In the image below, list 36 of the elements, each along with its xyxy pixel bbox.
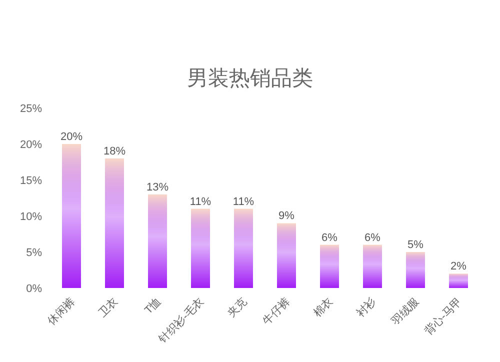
data-label: 6% [364,232,381,244]
x-tick-label: 衬衫 [354,294,379,320]
data-label: 9% [278,210,295,222]
x-tick-label: T恤 [142,296,164,317]
bar [191,208,210,288]
x-tick-label: 夹克 [224,294,250,320]
y-tick-label: 0% [26,282,42,295]
data-label: 5% [408,239,424,251]
x-tick-label: 羽绒服 [389,294,422,328]
bar [234,208,253,288]
bar [449,274,468,288]
data-label: 6% [322,232,338,244]
y-tick-label: 20% [20,138,42,151]
data-label: 11% [190,196,212,208]
x-tick-label: 牛仔裤 [260,294,293,328]
data-label: 20% [60,131,83,143]
data-label: 13% [146,181,169,194]
bar [62,144,81,288]
data-label: 11% [232,196,254,208]
bar [105,158,124,288]
bar [148,194,167,288]
chart-title: 男装热销品类 [186,66,314,92]
y-tick-label: 5% [26,246,42,259]
y-tick-label: 10% [20,210,42,223]
y-tick-label: 25% [20,102,42,115]
bar [320,244,339,288]
x-tick-label: 棉衣 [310,294,336,320]
bar [363,244,382,288]
x-tick-label: 休闲裤 [45,294,78,328]
x-tick-label: 卫衣 [96,294,121,320]
x-tick-label: 背心-马甲 [422,294,465,338]
bar [406,252,425,288]
y-tick-label: 15% [20,174,42,187]
data-label: 2% [450,260,467,273]
data-label: 18% [103,145,126,158]
bar [277,223,296,288]
